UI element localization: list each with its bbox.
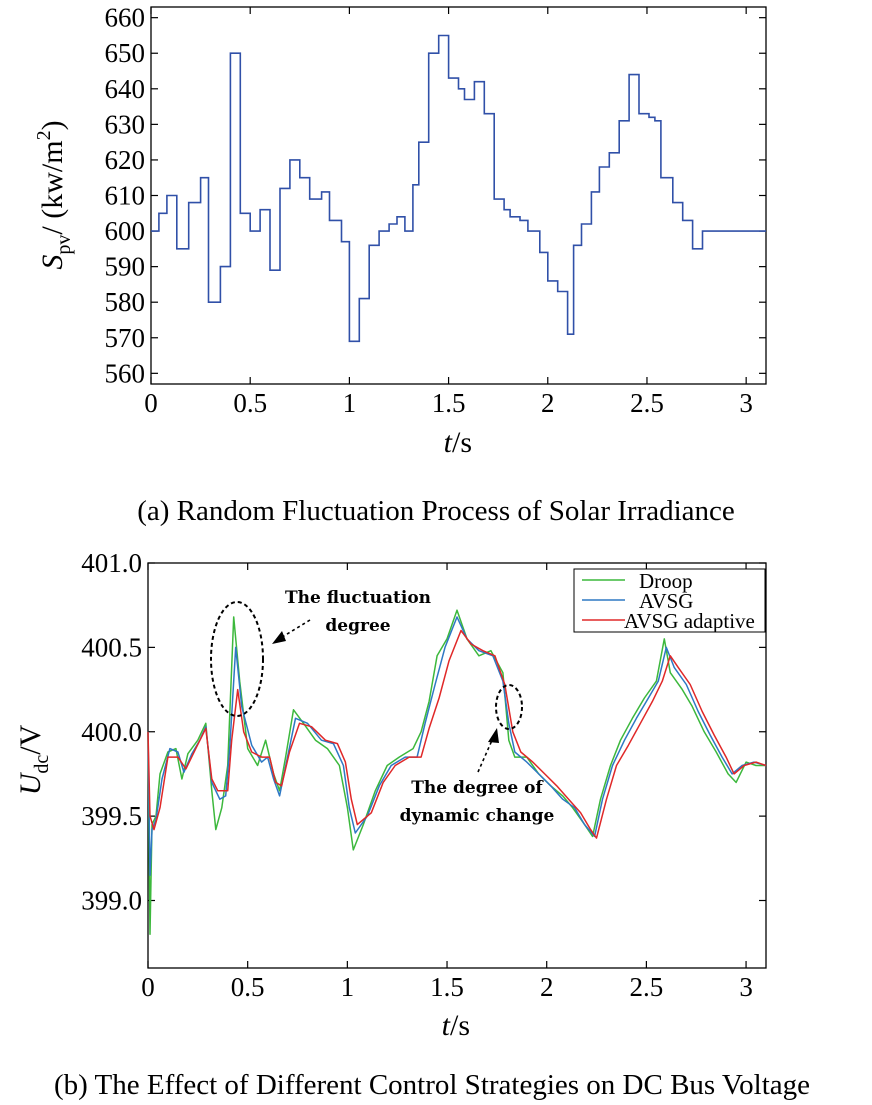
chart-b-y-ticks: 399.0 399.5 400.0 400.5 401.0 bbox=[81, 548, 766, 916]
chart-a-xlabel-t: t bbox=[444, 426, 453, 459]
fluctuation-ellipse bbox=[210, 601, 264, 717]
chart-a-ylabel-sub: pv bbox=[53, 235, 75, 255]
x-tick-label: 2.5 bbox=[630, 972, 664, 1002]
chart-b-xlabel-t: t bbox=[442, 1009, 451, 1042]
chart-b-ylabel-sub: dc bbox=[31, 755, 53, 774]
y-tick-label: 570 bbox=[105, 323, 146, 353]
dynamic-arrowhead bbox=[488, 728, 499, 743]
chart-a-ylabel-s: S bbox=[36, 255, 69, 270]
x-tick-label: 2 bbox=[540, 972, 554, 1002]
chart-b-x-ticks: 0 0.5 1 1.5 2 2.5 3 bbox=[141, 563, 753, 1002]
y-tick-label: 401.0 bbox=[81, 548, 142, 578]
y-tick-label: 400.0 bbox=[81, 717, 142, 747]
y-tick-label: 650 bbox=[105, 38, 146, 68]
chart-b-ylabel: Udc/V bbox=[14, 724, 53, 795]
chart-b-ylabel-unit: /V bbox=[14, 724, 47, 754]
chart-b-caption: (b) The Effect of Different Control Stra… bbox=[54, 1069, 810, 1101]
x-tick-label: 0 bbox=[141, 972, 155, 1002]
x-tick-label: 3 bbox=[739, 388, 753, 418]
x-tick-label: 0 bbox=[144, 388, 158, 418]
y-tick-label: 630 bbox=[105, 109, 146, 139]
chart-a-irradiance-step-line bbox=[151, 34, 766, 343]
x-tick-label: 1 bbox=[343, 388, 357, 418]
fluctuation-label-line1: The fluctuation bbox=[285, 588, 431, 608]
chart-a-frame bbox=[150, 6, 767, 385]
series-line-droop bbox=[147, 609, 766, 936]
y-tick-label: 580 bbox=[105, 287, 146, 317]
y-tick-label: 600 bbox=[105, 216, 146, 246]
chart-a-ylabel-close: ) bbox=[36, 120, 69, 130]
series-line-avsg-adaptive bbox=[147, 629, 767, 839]
x-tick-label: 0.5 bbox=[231, 972, 265, 1002]
x-tick-label: 1.5 bbox=[430, 972, 464, 1002]
y-tick-label: 400.5 bbox=[81, 632, 142, 662]
fluctuation-arrowhead bbox=[272, 631, 286, 644]
y-tick-label: 620 bbox=[105, 145, 146, 175]
legend-label-droop: Droop bbox=[639, 569, 693, 593]
chart-b-legend: Droop AVSG AVSG adaptive bbox=[573, 568, 766, 633]
series-line-avsg bbox=[147, 616, 767, 876]
y-tick-label: 399.5 bbox=[81, 801, 142, 831]
chart-b-series-group bbox=[147, 609, 767, 936]
y-tick-label: 590 bbox=[105, 252, 146, 282]
chart-a-ylabel-unit: / (kw/m bbox=[36, 140, 69, 234]
chart-a-x-ticks: 0 0.5 1 1.5 2 2.5 3 bbox=[144, 7, 753, 418]
chart-a-xlabel-unit: /s bbox=[452, 426, 472, 459]
dynamic-arrow-line bbox=[477, 737, 494, 773]
dynamic-label-line1: The degree of bbox=[411, 778, 544, 798]
y-tick-label: 399.0 bbox=[81, 886, 142, 916]
chart-b-xlabel-unit: /s bbox=[450, 1009, 470, 1042]
chart-a: 560 570 580 590 600 610 620 630 640 650 660 0 0.5 1 1… bbox=[33, 3, 767, 527]
chart-a-ylabel-sup: 2 bbox=[33, 130, 55, 140]
x-tick-label: 1.5 bbox=[432, 388, 466, 418]
legend-label-avsg-adaptive: AVSG adaptive bbox=[624, 609, 755, 633]
x-tick-label: 2.5 bbox=[630, 388, 664, 418]
y-tick-label: 660 bbox=[105, 3, 146, 33]
dynamic-change-ellipse bbox=[495, 684, 523, 730]
y-tick-label: 560 bbox=[105, 358, 146, 388]
x-tick-label: 2 bbox=[541, 388, 555, 418]
fluctuation-arrow-line bbox=[278, 619, 311, 640]
y-tick-label: 610 bbox=[105, 181, 146, 211]
chart-a-ylabel: Spv/ (kw/m2) bbox=[33, 120, 75, 269]
fluctuation-label-line2: degree bbox=[325, 616, 390, 636]
x-tick-label: 0.5 bbox=[233, 388, 267, 418]
y-tick-label: 640 bbox=[105, 74, 146, 104]
chart-b-ylabel-u: U bbox=[14, 771, 47, 795]
chart-a-y-ticks: 560 570 580 590 600 610 620 630 640 650 660 bbox=[105, 3, 766, 388]
x-tick-label: 3 bbox=[739, 972, 753, 1002]
chart-a-caption: (a) Random Fluctuation Process of Solar … bbox=[137, 495, 735, 527]
legend-label-avsg: AVSG bbox=[639, 589, 693, 613]
x-tick-label: 1 bbox=[341, 972, 355, 1002]
dynamic-label-line2: dynamic change bbox=[400, 806, 555, 826]
